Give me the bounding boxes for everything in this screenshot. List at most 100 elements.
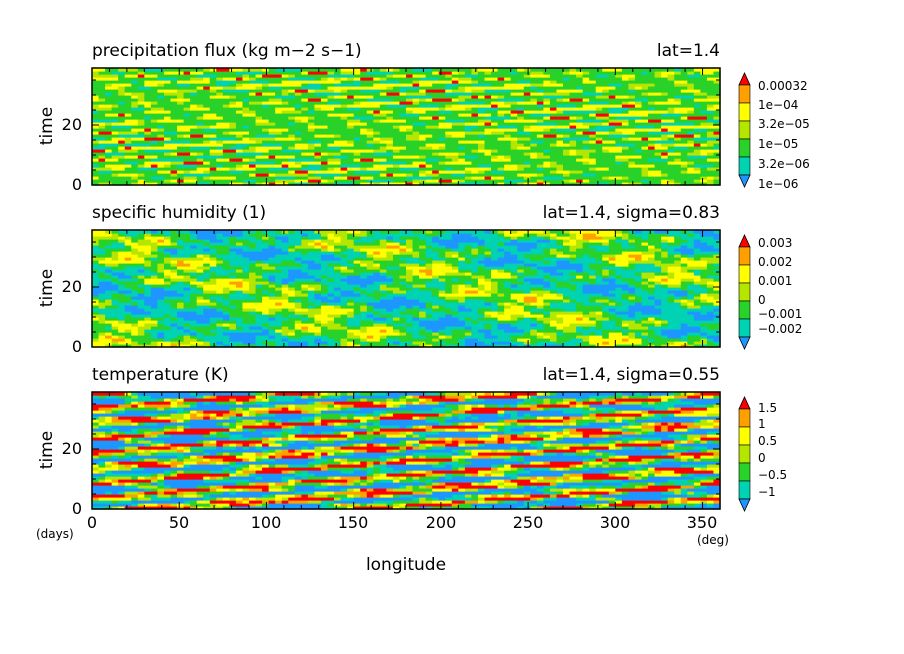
heatmap-cell (713, 131, 721, 135)
heatmap-cell (432, 128, 440, 132)
heatmap-cell (379, 164, 387, 168)
heatmap-cell (386, 83, 394, 87)
heatmap-cell (392, 95, 401, 99)
heatmap-cell (530, 92, 538, 96)
heatmap-cell (242, 326, 250, 330)
heatmap-cell (706, 140, 715, 144)
heatmap-cell (458, 335, 466, 339)
heatmap-cell (464, 146, 473, 150)
heatmap-cell (157, 95, 165, 99)
heatmap-cell (654, 89, 662, 93)
heatmap-cell (373, 80, 381, 84)
heatmap-cell (464, 161, 473, 165)
heatmap-cell (235, 134, 244, 138)
heatmap-cell (275, 131, 283, 135)
heatmap-cell (347, 143, 355, 147)
heatmap-cell (477, 176, 486, 180)
heatmap-cell (569, 140, 577, 144)
heatmap-cell (157, 140, 165, 144)
heatmap-cell (118, 323, 126, 327)
heatmap-cell (320, 71, 329, 75)
heatmap-cell (674, 326, 682, 330)
heatmap-cell (654, 335, 662, 339)
heatmap-cell (216, 119, 224, 123)
heatmap-cell (170, 341, 178, 345)
heatmap-cell (641, 113, 649, 117)
heatmap-cell (399, 338, 407, 342)
heatmap-cell (366, 146, 374, 150)
heatmap-cell (347, 110, 355, 114)
heatmap-cell (294, 107, 302, 111)
heatmap-cell (216, 134, 224, 138)
heatmap-cell (235, 152, 244, 156)
heatmap-cell (334, 137, 342, 141)
heatmap-cell (255, 332, 263, 336)
heatmap-cell (595, 98, 603, 102)
heatmap-cell (648, 155, 656, 159)
heatmap-cell (608, 143, 616, 147)
heatmap-cell (347, 158, 355, 162)
heatmap-cell (386, 92, 394, 96)
heatmap-cell (419, 158, 427, 162)
heatmap-cell (222, 335, 230, 339)
heatmap-cell (373, 95, 381, 99)
heatmap-cell (412, 335, 420, 339)
heatmap-cell (196, 80, 204, 84)
heatmap-cell (177, 146, 185, 150)
heatmap-cell (523, 113, 531, 117)
heatmap-cell (294, 92, 302, 96)
heatmap-cell (92, 161, 100, 165)
heatmap-cell (203, 341, 211, 345)
heatmap-cell (320, 77, 329, 81)
heatmap-cell (131, 86, 139, 90)
heatmap-cell (700, 92, 708, 96)
heatmap-cell (687, 83, 695, 87)
heatmap-cell (680, 104, 688, 108)
heatmap-cell (399, 179, 407, 183)
heatmap-cell (196, 119, 204, 123)
heatmap-cell (137, 92, 145, 96)
heatmap-cell (379, 167, 387, 171)
heatmap-cell (327, 149, 335, 153)
colorbar-max-arrow (738, 72, 751, 86)
heatmap-cell (674, 161, 682, 165)
heatmap-cell (249, 107, 257, 111)
heatmap-cell (124, 329, 132, 333)
heatmap-cell (294, 338, 302, 342)
heatmap-cell (543, 101, 551, 105)
heatmap-cell (288, 95, 296, 99)
heatmap-cell (399, 182, 407, 186)
heatmap-cell (353, 155, 361, 159)
heatmap-cell (137, 110, 145, 114)
heatmap-cell (602, 83, 610, 87)
heatmap-cell (98, 152, 106, 156)
heatmap-cell (144, 77, 152, 81)
heatmap-cell (92, 326, 100, 330)
heatmap-cell (131, 83, 139, 87)
heatmap-cell (144, 323, 152, 327)
heatmap-cell (196, 161, 204, 165)
heatmap-cell (98, 80, 106, 84)
heatmap-cell (634, 173, 643, 177)
heatmap-cell (386, 128, 394, 132)
heatmap-cell (576, 137, 584, 141)
heatmap-cell (477, 107, 486, 111)
heatmap-cell (131, 125, 139, 129)
heatmap-cell (628, 113, 636, 117)
heatmap-cell (190, 182, 198, 186)
heatmap-cell (576, 326, 584, 330)
heatmap-cell (543, 89, 551, 93)
heatmap-cell (536, 92, 544, 96)
heatmap-cell (464, 152, 473, 156)
heatmap-cell (563, 167, 571, 171)
heatmap-cell (510, 179, 518, 183)
heatmap-cell (170, 329, 178, 333)
heatmap-cell (517, 143, 525, 147)
heatmap-cell (543, 71, 551, 75)
heatmap-cell (170, 98, 178, 102)
heatmap-cell (419, 137, 427, 141)
heatmap-cell (379, 338, 387, 342)
heatmap-cell (451, 332, 459, 336)
heatmap-cell (628, 170, 636, 174)
heatmap-cell (497, 341, 505, 345)
